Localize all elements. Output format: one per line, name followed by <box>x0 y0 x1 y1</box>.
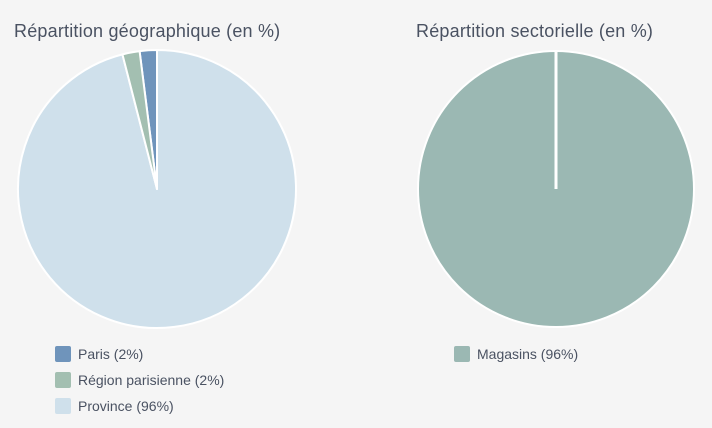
pie-slice-region-parisienne[interactable] <box>121 50 158 190</box>
pie-geographique <box>17 49 297 329</box>
legend-geographique: Paris (2%) Région parisienne (2%) Province… <box>55 341 224 419</box>
legend-label: Région parisienne (2%) <box>78 372 225 388</box>
legend-item-paris[interactable]: Paris (2%) <box>55 341 224 367</box>
chart-title: Répartition géographique (en %) <box>14 21 281 41</box>
legend-label: Paris (2%) <box>78 346 144 362</box>
legend-swatch <box>55 372 71 388</box>
legend-label: Magasins (96%) <box>477 346 579 362</box>
legend-item-province[interactable]: Province (96%) <box>55 393 224 419</box>
legend-item-magasins[interactable]: Magasins (96%) <box>454 341 578 367</box>
chart-title: Répartition sectorielle (en %) <box>416 21 654 41</box>
legend-swatch <box>55 398 71 414</box>
pie-sectorielle <box>417 50 695 328</box>
legend-swatch <box>55 346 71 362</box>
legend-swatch <box>454 346 470 362</box>
legend-item-region-parisienne[interactable]: Région parisienne (2%) <box>55 367 224 393</box>
legend-sectorielle: Magasins (96%) <box>454 341 578 367</box>
legend-label: Province (96%) <box>78 398 174 414</box>
